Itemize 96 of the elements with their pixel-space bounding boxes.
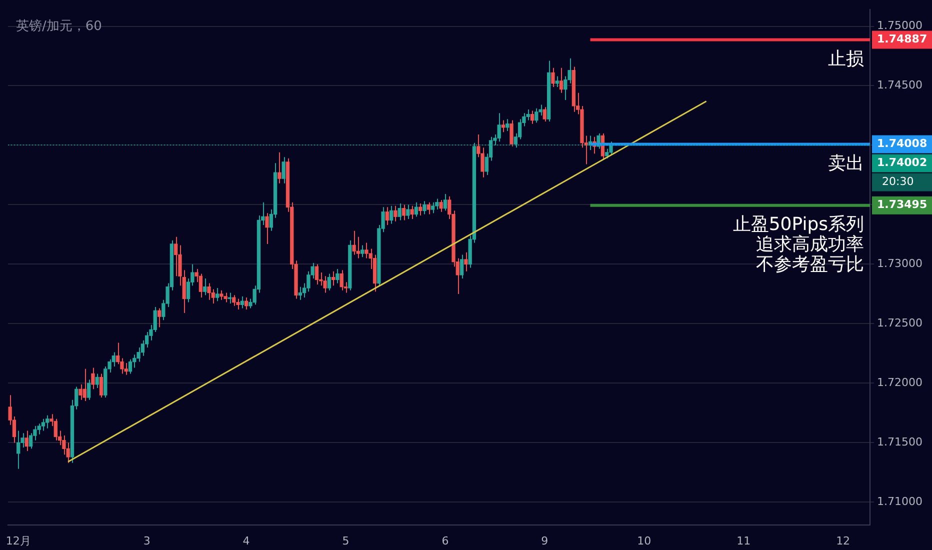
candlestick bbox=[402, 204, 406, 221]
candlestick bbox=[460, 254, 464, 280]
candlestick bbox=[439, 199, 443, 212]
x-tick-label: 10 bbox=[637, 534, 652, 548]
candlestick bbox=[497, 112, 501, 142]
y-tick-label: 1.72000 bbox=[877, 376, 922, 390]
candlestick bbox=[278, 152, 282, 184]
annotation: 追求高成功率 bbox=[756, 234, 864, 255]
candlestick bbox=[464, 252, 468, 272]
candlestick bbox=[385, 206, 390, 226]
candlestick bbox=[124, 362, 128, 376]
y-tick-label: 1.74500 bbox=[877, 78, 922, 92]
candlestick bbox=[265, 212, 269, 244]
x-tick-label: 3 bbox=[143, 534, 150, 548]
annotation: 止盈50Pips系列 bbox=[732, 214, 864, 235]
ref-line-label: 1.74002 bbox=[877, 156, 928, 170]
candlestick bbox=[236, 298, 240, 310]
candlestick bbox=[364, 242, 368, 259]
candlestick bbox=[327, 273, 332, 291]
candlestick bbox=[224, 292, 228, 303]
candlestick bbox=[559, 67, 564, 94]
x-tick-label: 4 bbox=[242, 534, 250, 548]
x-tick-label: 11 bbox=[736, 534, 751, 548]
candlestick bbox=[323, 276, 327, 294]
candlestick bbox=[398, 203, 402, 221]
candlestick bbox=[430, 202, 435, 214]
candlestick bbox=[62, 435, 66, 456]
candlestick bbox=[352, 230, 356, 256]
ref-line-label: 1.74008 bbox=[877, 137, 928, 150]
candlestick bbox=[54, 418, 58, 441]
candlestick bbox=[203, 278, 207, 296]
candlestick bbox=[198, 273, 203, 298]
candlestick bbox=[28, 432, 33, 450]
candlestick bbox=[426, 202, 430, 215]
candlestick bbox=[24, 430, 28, 452]
y-tick-label: 1.71000 bbox=[877, 495, 922, 508]
candlestick bbox=[99, 373, 104, 398]
candlestick bbox=[435, 198, 439, 210]
text: 20:30 bbox=[882, 175, 914, 188]
candlestick bbox=[506, 118, 510, 132]
candlestick bbox=[41, 418, 46, 432]
candlestick bbox=[605, 148, 609, 159]
x-tick-label: 12月 bbox=[6, 534, 31, 548]
candlestick bbox=[443, 194, 448, 212]
candlestick bbox=[555, 76, 559, 88]
candlestick bbox=[16, 430, 20, 470]
annotation: 止损 bbox=[828, 48, 864, 70]
candlestick bbox=[157, 308, 162, 328]
candlestick bbox=[418, 203, 422, 216]
candlestick bbox=[240, 296, 244, 309]
candlestick bbox=[422, 200, 426, 215]
candlestick bbox=[314, 264, 319, 285]
candlestick bbox=[551, 67, 555, 88]
candlestick bbox=[86, 379, 91, 400]
x-tick-label: 9 bbox=[541, 534, 548, 548]
candlestick bbox=[414, 202, 418, 218]
text: 英镑/加元，60 bbox=[16, 18, 102, 34]
candlestick bbox=[91, 367, 95, 390]
ref-line-label: 1.74887 bbox=[877, 32, 928, 46]
candlestick bbox=[215, 288, 220, 302]
candlestick bbox=[207, 282, 211, 300]
candlestick bbox=[340, 270, 344, 291]
candlestick bbox=[46, 414, 50, 429]
candlestick bbox=[282, 156, 286, 184]
candlestick bbox=[336, 268, 340, 284]
candlestick bbox=[501, 120, 506, 133]
candlestick bbox=[228, 292, 232, 304]
candlestick bbox=[534, 108, 538, 124]
candlestick bbox=[298, 286, 302, 300]
candlestick bbox=[410, 205, 414, 220]
candlestick bbox=[174, 236, 178, 277]
candlestick bbox=[331, 270, 336, 286]
candlestick bbox=[220, 290, 224, 300]
candlestick bbox=[128, 358, 132, 374]
candlestick bbox=[609, 141, 613, 156]
candlestick bbox=[232, 294, 236, 306]
ref-line-label: 1.73495 bbox=[877, 198, 928, 212]
candlestick bbox=[530, 110, 534, 124]
candlestick bbox=[78, 384, 82, 400]
y-tick-label: 1.73000 bbox=[877, 257, 922, 270]
candlestick bbox=[95, 373, 99, 388]
candlestick bbox=[510, 120, 514, 147]
candlestick bbox=[390, 205, 394, 224]
candlestick bbox=[394, 205, 398, 222]
x-tick-label: 5 bbox=[342, 534, 350, 548]
candlestick bbox=[406, 204, 410, 220]
y-tick-label: 1.72500 bbox=[877, 316, 922, 330]
candlestick bbox=[360, 244, 364, 258]
y-tick-label: 1.71500 bbox=[877, 436, 922, 449]
annotation: 卖出 bbox=[828, 152, 864, 174]
x-tick-label: 6 bbox=[442, 534, 449, 548]
x-tick-label: 12 bbox=[836, 534, 850, 548]
candlestick bbox=[542, 106, 547, 122]
annotation: 不参考盈亏比 bbox=[756, 254, 864, 275]
candlestick bbox=[82, 368, 86, 402]
y-tick-label: 1.75000 bbox=[877, 19, 922, 32]
